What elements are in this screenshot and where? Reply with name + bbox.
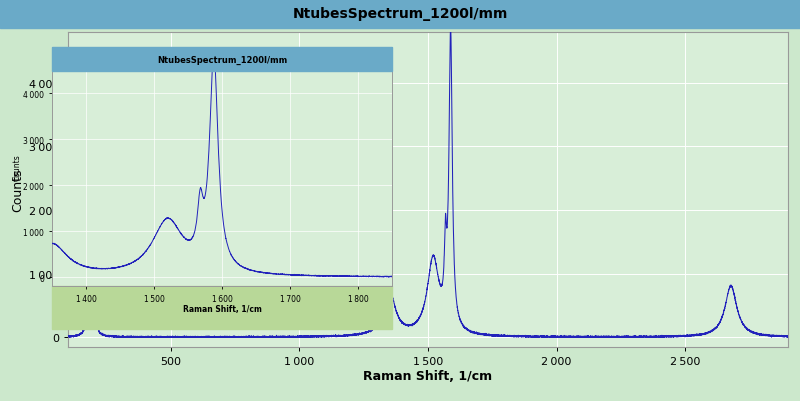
Bar [52, 48, 392, 72]
Y-axis label: Counts: Counts [11, 168, 25, 212]
Y-axis label: Counts: Counts [13, 154, 22, 181]
Bar [52, 287, 392, 330]
Text: NtubesSpectrum_1200l/mm: NtubesSpectrum_1200l/mm [292, 8, 508, 21]
X-axis label: Raman Shift, 1/cm: Raman Shift, 1/cm [363, 369, 493, 382]
Text: NtubesSpectrum_1200l/mm: NtubesSpectrum_1200l/mm [157, 55, 287, 65]
X-axis label: Raman Shift, 1/cm: Raman Shift, 1/cm [182, 305, 262, 314]
